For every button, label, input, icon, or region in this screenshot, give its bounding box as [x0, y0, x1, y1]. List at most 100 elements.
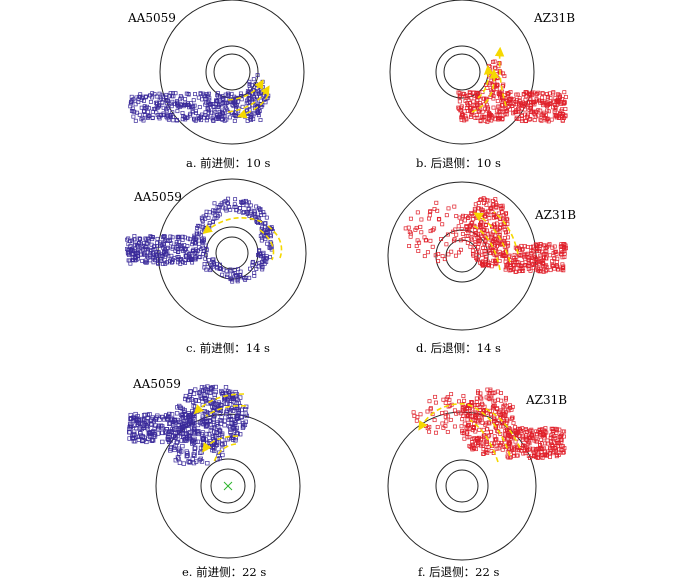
particle-marker: [492, 438, 497, 442]
particle-marker: [224, 269, 229, 274]
particle-marker: [433, 253, 438, 258]
particle-marker: [211, 118, 216, 123]
particle-marker: [520, 247, 525, 252]
particle-marker: [462, 398, 467, 403]
particle-marker: [240, 425, 246, 430]
shoulder-circle: [157, 178, 307, 328]
particle-marker: [205, 401, 210, 406]
particle-marker: [523, 444, 528, 449]
particle-marker: [182, 243, 187, 247]
particle-marker: [486, 396, 491, 401]
particle-marker: [561, 450, 565, 455]
particle-marker: [469, 115, 473, 119]
panel-b: AZ31B b. 后退侧：10 s: [389, 0, 575, 170]
particle-marker: [164, 251, 169, 256]
particle-marker: [430, 228, 435, 233]
particle-marker: [523, 433, 528, 438]
particle-marker: [258, 118, 263, 122]
particle-marker: [469, 96, 474, 101]
particle-marker: [177, 257, 182, 262]
particle-marker: [143, 260, 148, 265]
particle-marker: [540, 95, 545, 100]
particle-marker: [556, 450, 561, 455]
particle-marker: [489, 429, 494, 434]
particle-marker: [234, 208, 239, 213]
particle-marker: [474, 232, 479, 237]
particle-marker: [407, 230, 412, 234]
particle-marker: [174, 411, 180, 416]
particle-marker: [498, 391, 503, 395]
particle-marker: [202, 262, 207, 266]
particle-marker: [219, 114, 224, 119]
particle-marker: [456, 224, 461, 229]
particle-cloud: [128, 91, 264, 123]
particle-cloud: [505, 426, 567, 460]
particle-marker: [255, 73, 260, 78]
particle-marker: [268, 232, 273, 237]
particle-marker: [240, 200, 244, 205]
particle-marker: [217, 102, 222, 107]
particle-marker: [204, 248, 209, 253]
particle-marker: [538, 445, 543, 450]
particle-marker: [193, 249, 198, 254]
particle-marker: [467, 90, 472, 95]
particle-marker: [187, 393, 193, 398]
particle-marker: [155, 105, 160, 110]
particle-marker: [129, 416, 134, 421]
particle-marker: [516, 103, 521, 108]
particle-marker: [211, 114, 216, 119]
particle-marker: [491, 94, 496, 99]
particle-marker: [184, 116, 189, 120]
particle-marker: [191, 399, 196, 404]
particle-marker: [506, 440, 511, 445]
particle-marker: [193, 387, 198, 392]
particle-marker: [559, 437, 564, 442]
particle-marker: [238, 206, 243, 210]
particle-marker: [474, 415, 479, 420]
particle-marker: [494, 72, 499, 77]
particle-marker: [472, 223, 477, 228]
particle-marker: [487, 433, 492, 438]
particle-marker: [144, 241, 149, 246]
particle-marker: [129, 99, 134, 104]
particle-marker: [142, 113, 147, 118]
particle-marker: [540, 453, 545, 457]
particle-marker: [229, 421, 234, 426]
particle-marker: [468, 244, 473, 249]
particle-marker: [252, 273, 257, 278]
particle-marker: [218, 112, 223, 117]
particle-marker: [129, 249, 133, 254]
particle-marker: [472, 425, 476, 430]
particle-marker: [480, 401, 484, 406]
particle-marker: [465, 240, 470, 245]
particle-marker: [200, 97, 205, 102]
particle-marker: [235, 413, 240, 418]
flow-arrows: [202, 216, 283, 261]
particle-marker: [196, 95, 201, 100]
particle-marker: [417, 240, 422, 245]
particle-marker: [212, 104, 217, 109]
particle-marker: [425, 250, 430, 255]
particle-marker: [482, 114, 487, 119]
particle-marker: [476, 206, 481, 211]
particle-marker: [205, 106, 210, 111]
particle-marker: [236, 407, 241, 412]
particle-marker: [127, 430, 132, 435]
particle-marker: [253, 98, 258, 103]
particle-marker: [532, 118, 537, 123]
particle-marker: [184, 422, 189, 427]
particle-marker: [494, 215, 498, 220]
particle-marker: [446, 414, 451, 419]
particle-marker: [267, 245, 272, 250]
particle-marker: [256, 264, 261, 269]
particle-marker: [164, 107, 168, 112]
particle-marker: [485, 450, 490, 455]
particle-marker: [186, 236, 191, 241]
particle-marker: [494, 112, 499, 117]
particle-marker: [192, 420, 197, 426]
particle-marker: [235, 397, 240, 402]
particle-marker: [415, 210, 420, 215]
particle-marker: [494, 253, 499, 258]
particle-marker: [456, 90, 461, 95]
particle-marker: [553, 441, 558, 446]
